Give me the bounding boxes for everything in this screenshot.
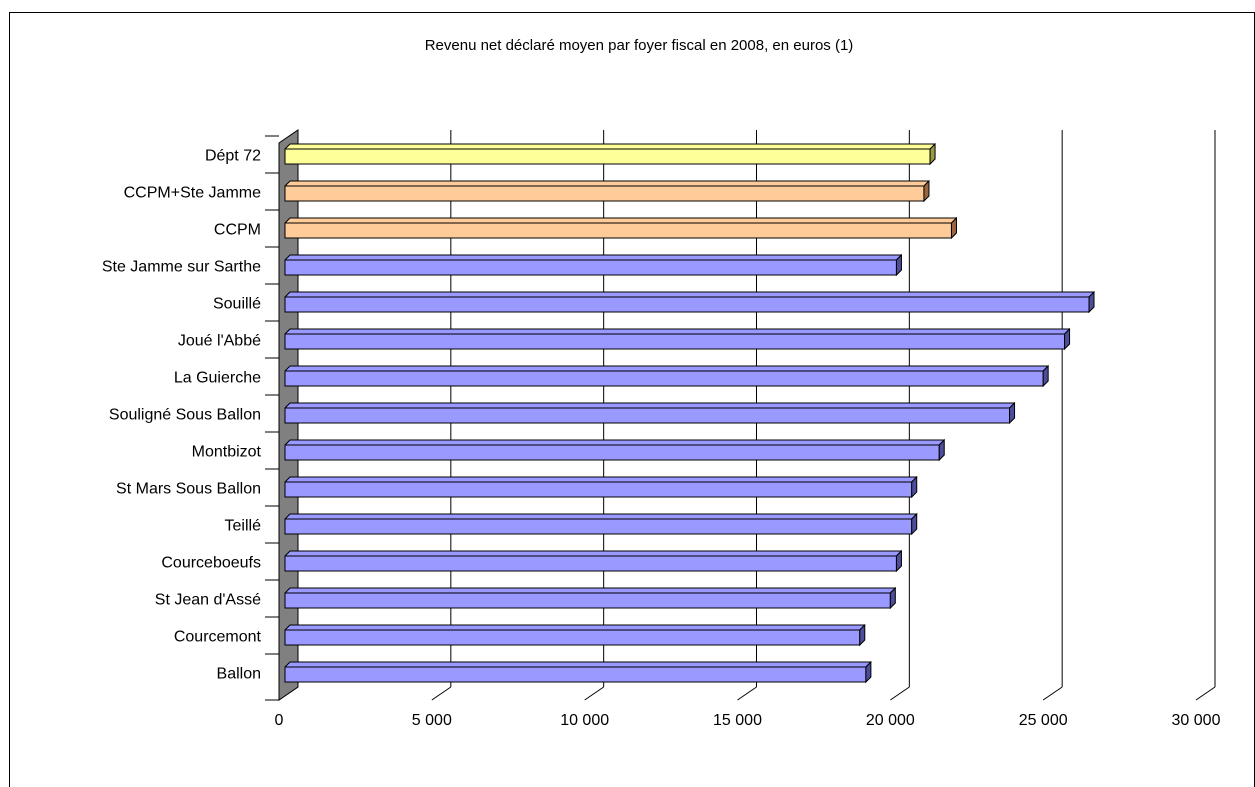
category-label: Souillé: [213, 296, 261, 313]
bars: [284, 142, 1095, 684]
category-labels: Dépt 72 CCPM+Ste Jamme CCPM Ste Jamme sur S…: [102, 135, 279, 701]
category-label: Teillé: [225, 518, 262, 535]
x-tick-label: 5 000: [412, 712, 452, 729]
category-label: CCPM: [214, 222, 261, 239]
x-tick-label: 20 000: [866, 712, 915, 729]
floor-line: [1195, 686, 1216, 701]
category-label: Joué l'Abbé: [178, 333, 261, 350]
x-tick-label: 0: [275, 712, 284, 729]
bar: [284, 290, 1095, 314]
bar: [284, 179, 930, 203]
bar: [284, 216, 957, 240]
category-label: Courceboeufs: [161, 555, 261, 572]
x-tick-labels: 0 5 000 10 000 15 000 20 000 25 000 30 000: [275, 712, 1221, 729]
bar: [284, 438, 945, 462]
category-label: St Mars Sous Ballon: [116, 481, 261, 498]
category-label: Souligné Sous Ballon: [109, 407, 261, 424]
category-label: La Guierche: [174, 370, 261, 387]
floor-line: [737, 686, 757, 701]
chart-title: Revenu net déclaré moyen par foyer fisca…: [425, 37, 854, 54]
bar: [284, 253, 902, 277]
category-label: Ste Jamme sur Sarthe: [102, 259, 261, 276]
floor-line: [431, 686, 452, 701]
x-tick-label: 15 000: [713, 712, 762, 729]
x-tick-label: 25 000: [1019, 712, 1068, 729]
bar: [284, 512, 918, 536]
floor-line: [890, 686, 910, 701]
category-label: Courcemont: [174, 629, 262, 646]
bar: [284, 623, 866, 647]
x-tick-label: 10 000: [560, 712, 609, 729]
bar: [284, 401, 1016, 425]
category-label: Montbizot: [192, 444, 262, 461]
bar: [284, 549, 902, 573]
bar: [284, 364, 1049, 388]
category-label: St Jean d'Assé: [155, 592, 261, 609]
bar: [284, 142, 936, 166]
bar: [284, 586, 896, 610]
floor-line: [1042, 686, 1063, 701]
bar: [284, 327, 1071, 351]
category-label: CCPM+Ste Jamme: [124, 185, 261, 202]
x-tick-label: 30 000: [1172, 712, 1221, 729]
category-label: Dépt 72: [205, 148, 261, 165]
floor-line: [584, 686, 604, 701]
bar: [284, 475, 918, 499]
category-label: Ballon: [217, 666, 261, 683]
bar: [284, 660, 872, 684]
